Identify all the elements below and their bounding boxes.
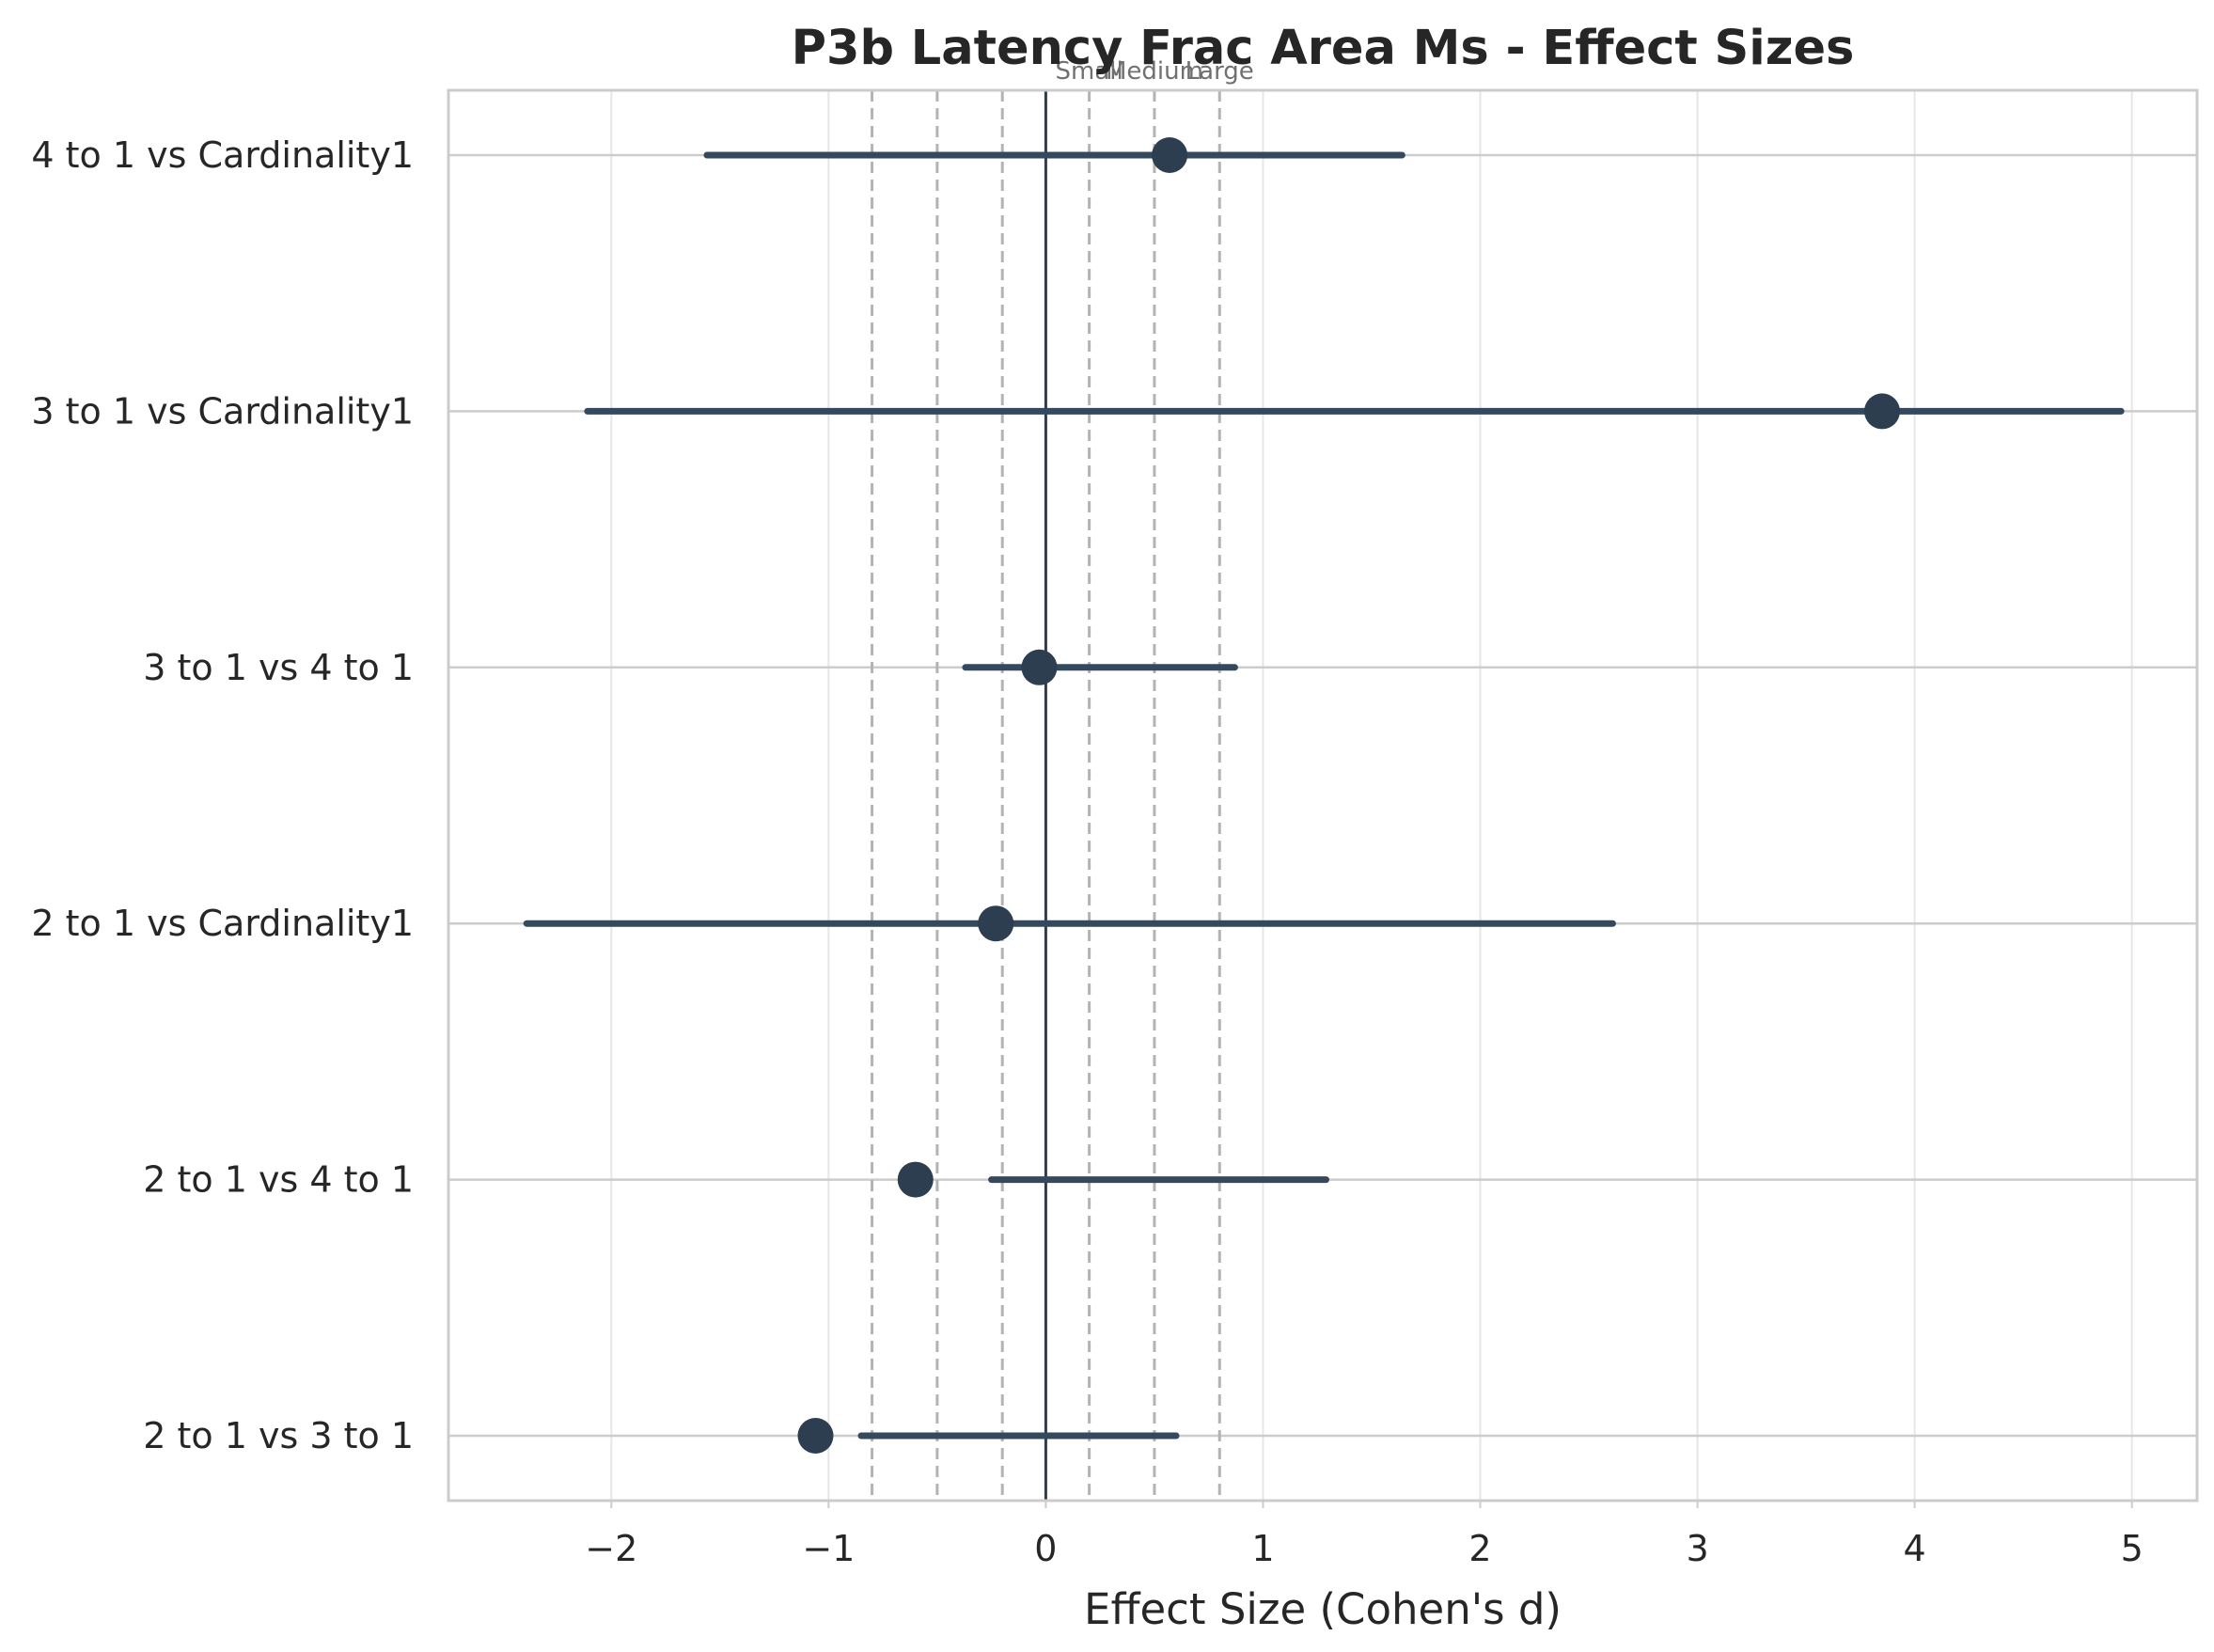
x-tick-label: 0 xyxy=(1034,1528,1057,1569)
y-tick-label: 2 to 1 vs 4 to 1 xyxy=(143,1159,414,1201)
effect-point xyxy=(1863,393,1900,430)
x-tick-label: −1 xyxy=(802,1528,855,1569)
x-tick-label: 5 xyxy=(2121,1528,2143,1569)
effect-point xyxy=(897,1161,934,1198)
threshold-label-large: Large xyxy=(1186,57,1254,86)
y-axis-ticks: 4 to 1 vs Cardinality1 3 to 1 vs Cardinal… xyxy=(31,134,414,1456)
x-tick-label: −2 xyxy=(585,1528,637,1569)
y-tick-label: 3 to 1 vs Cardinality1 xyxy=(31,390,414,432)
effect-point xyxy=(1021,649,1058,685)
confidence-intervals xyxy=(523,151,2125,1440)
chart-title: P3b Latency Frac Area Ms - Effect Sizes xyxy=(792,21,1855,76)
x-tick-label: 2 xyxy=(1468,1528,1491,1569)
plot-frame xyxy=(447,88,2199,1503)
x-axis-ticks: −2 −1 0 1 2 3 4 5 xyxy=(585,1501,2143,1569)
threshold-label-medium: Medium xyxy=(1106,57,1203,86)
x-axis-label: Effect Size (Cohen's d) xyxy=(1084,1584,1562,1634)
x-tick-label: 4 xyxy=(1904,1528,1926,1569)
threshold-label-small: Small xyxy=(1056,57,1123,86)
x-tick-label: 1 xyxy=(1251,1528,1274,1569)
x-tick-label: 3 xyxy=(1686,1528,1708,1569)
y-tick-label: 3 to 1 vs 4 to 1 xyxy=(143,647,414,688)
effect-points xyxy=(797,137,1900,1454)
y-tick-label: 2 to 1 vs 3 to 1 xyxy=(143,1415,414,1456)
effect-point xyxy=(797,1418,834,1454)
effect-point xyxy=(1152,137,1188,173)
y-tick-label: 2 to 1 vs Cardinality1 xyxy=(31,903,414,944)
effect-point xyxy=(978,905,1014,942)
y-tick-label: 4 to 1 vs Cardinality1 xyxy=(31,134,414,176)
reference-lines xyxy=(871,90,1221,1501)
